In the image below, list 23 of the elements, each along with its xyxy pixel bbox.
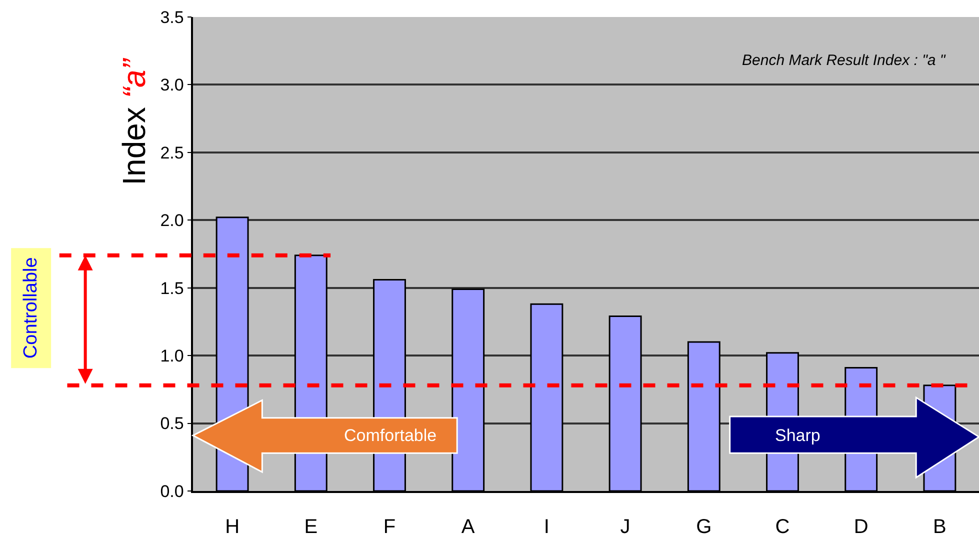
y-tick-label: 2.0 — [160, 211, 184, 230]
annotation: Sharp — [775, 426, 820, 445]
text: Controllable — [20, 257, 42, 359]
y-tick-label: 1.0 — [160, 346, 184, 366]
x-tick-label: H — [225, 516, 240, 538]
annotation: Comfortable — [344, 426, 437, 445]
x-tick-label: G — [696, 516, 712, 538]
y-tick-label: 3.5 — [160, 8, 184, 27]
y-tick-label: 2.5 — [160, 143, 184, 162]
y-tick-label: 0.5 — [160, 414, 184, 434]
x-tick-label: F — [383, 516, 396, 538]
x-tick-label: J — [620, 516, 630, 538]
y-tick-label: 3.0 — [160, 76, 184, 95]
x-tick-label: I — [544, 516, 550, 538]
y-tick-label: 0.0 — [160, 482, 184, 501]
x-tick-label: A — [461, 516, 476, 538]
annotation: Bench Mark Result Index : "a " — [742, 52, 946, 69]
y-axis-title: Index “a” — [116, 58, 152, 186]
x-tick-label: E — [304, 516, 318, 538]
x-tick-label: B — [933, 516, 946, 538]
y-tick-label: 1.5 — [160, 278, 184, 298]
x-tick-label: C — [775, 516, 790, 538]
x-tick-label: D — [854, 516, 868, 538]
